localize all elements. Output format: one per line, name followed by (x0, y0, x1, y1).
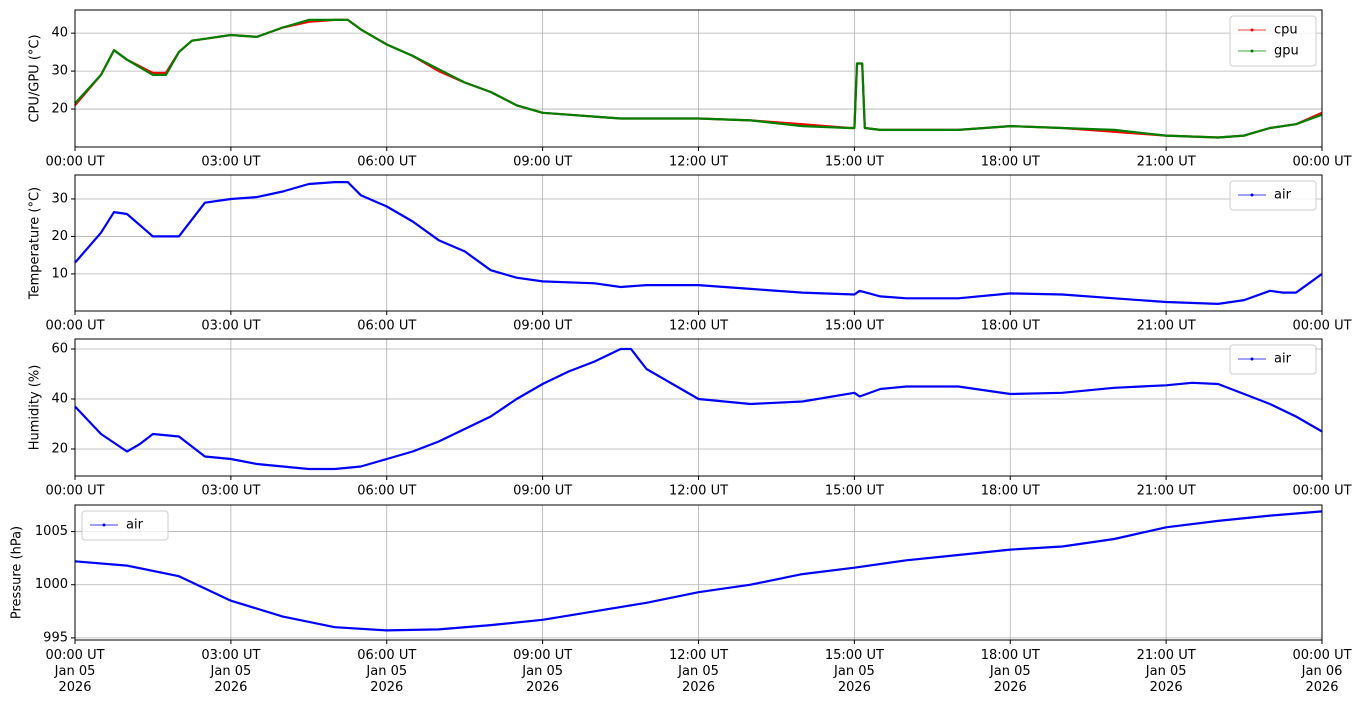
x-tick-label: 09:00 UT (513, 484, 572, 499)
x-tick-label: 00:00 UT Jan 06 2026 (1292, 648, 1351, 695)
x-tick-label: 03:00 UT Jan 05 2026 (201, 648, 260, 695)
y-tick-label: 1005 (35, 524, 68, 539)
x-tick-label: 09:00 UT (513, 155, 572, 170)
y-tick-label: 10 (51, 266, 68, 281)
y-tick-label: 30 (51, 64, 68, 79)
x-tick-label: 18:00 UT (981, 155, 1040, 170)
plot-frame (74, 504, 1323, 641)
data-line (74, 181, 1323, 305)
y-tick-label: 20 (51, 442, 68, 457)
x-tick-label: 15:00 UT (825, 319, 884, 334)
y-axis-label: Humidity (%) (28, 365, 43, 451)
x-tick-label: 15:00 UT Jan 05 2026 (825, 648, 884, 695)
x-tick-label: 06:00 UT (357, 484, 416, 499)
x-tick-label: 12:00 UT (669, 155, 728, 170)
y-tick-label: 30 (51, 191, 68, 206)
x-tick-label: 06:00 UT (357, 319, 416, 334)
y-axis-label: Pressure (hPa) (10, 526, 25, 619)
legend-box (1229, 180, 1317, 211)
legend-label: air (1274, 352, 1292, 367)
x-tick-label: 00:00 UT (1292, 155, 1351, 170)
y-tick-label: 995 (43, 630, 68, 645)
x-tick-label: 12:00 UT (669, 484, 728, 499)
x-tick-label: 00:00 UT Jan 05 2026 (45, 648, 104, 695)
x-tick-label: 15:00 UT (825, 155, 884, 170)
x-tick-label: 09:00 UT Jan 05 2026 (513, 648, 572, 695)
x-tick-label: 18:00 UT (981, 484, 1040, 499)
y-tick-label: 40 (51, 26, 68, 41)
legend-label: gpu (1274, 44, 1299, 59)
plot-frame (74, 338, 1323, 477)
x-tick-label: 00:00 UT (1292, 319, 1351, 334)
x-tick-label: 00:00 UT (45, 155, 104, 170)
y-tick-label: 60 (51, 342, 68, 357)
x-tick-label: 18:00 UT (981, 319, 1040, 334)
legend-label: air (1274, 188, 1292, 203)
x-tick-label: 21:00 UT (1137, 155, 1196, 170)
x-tick-label: 03:00 UT (201, 319, 260, 334)
y-axis-label: CPU/GPU (°C) (28, 34, 43, 122)
x-tick-label: 00:00 UT (45, 319, 104, 334)
x-tick-label: 00:00 UT (45, 484, 104, 499)
x-tick-label: 18:00 UT Jan 05 2026 (981, 648, 1040, 695)
y-tick-label: 40 (51, 392, 68, 407)
x-tick-label: 12:00 UT Jan 05 2026 (669, 648, 728, 695)
plot-frame (74, 174, 1323, 312)
legend-marker (1250, 49, 1254, 53)
plot-frame (74, 9, 1323, 148)
data-line (74, 510, 1323, 632)
x-tick-label: 00:00 UT (1292, 484, 1351, 499)
legend-box (1229, 15, 1317, 67)
legend-marker (1250, 357, 1254, 361)
x-tick-label: 15:00 UT (825, 484, 884, 499)
legend-box (81, 510, 169, 541)
data-line (74, 18, 1323, 139)
y-axis-label: Temperature (°C) (28, 187, 43, 300)
y-tick-label: 20 (51, 102, 68, 117)
x-tick-label: 06:00 UT (357, 155, 416, 170)
legend-label: air (126, 518, 144, 533)
legend-marker (1250, 193, 1254, 197)
x-tick-label: 12:00 UT (669, 319, 728, 334)
x-tick-label: 09:00 UT (513, 319, 572, 334)
x-tick-label: 03:00 UT (201, 155, 260, 170)
x-tick-label: 21:00 UT Jan 05 2026 (1137, 648, 1196, 695)
x-tick-label: 03:00 UT (201, 484, 260, 499)
legend-label: cpu (1274, 23, 1298, 38)
x-tick-label: 21:00 UT (1137, 484, 1196, 499)
legend-box (1229, 344, 1317, 375)
y-tick-label: 1000 (35, 577, 68, 592)
legend-marker (1250, 28, 1254, 32)
x-tick-label: 21:00 UT (1137, 319, 1196, 334)
x-tick-label: 06:00 UT Jan 05 2026 (357, 648, 416, 695)
legend-marker (102, 523, 106, 527)
y-tick-label: 20 (51, 229, 68, 244)
data-line (74, 347, 1323, 471)
